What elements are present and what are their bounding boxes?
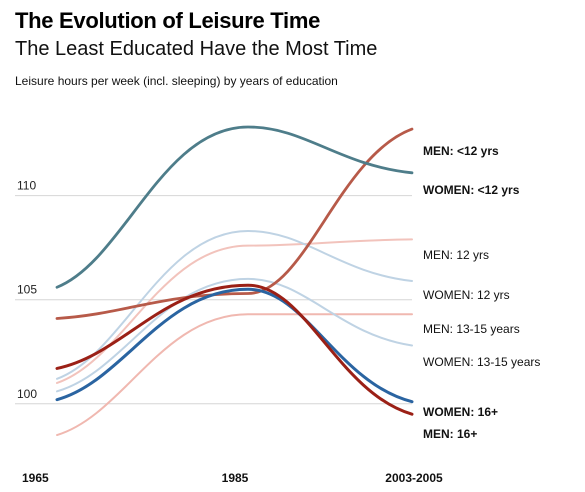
y-axis-ticks: 100 105 110 xyxy=(17,179,37,401)
chart-subtitle: The Least Educated Have the Most Time xyxy=(15,38,378,60)
series-line-men-13-15-years xyxy=(56,313,413,437)
series-labels: MEN: <12 yrs WOMEN: <12 yrs MEN: 12 yrs WOM… xyxy=(423,144,540,441)
series-line-women-13-15-years xyxy=(56,277,413,393)
series-label-women-12-yrs: WOMEN: <12 yrs xyxy=(423,183,520,197)
series-line-women-16 xyxy=(55,287,414,404)
x-axis-ticks: 1965 1985 2003-2005 xyxy=(22,471,443,485)
series-label-men-13-15-years: MEN: 13-15 years xyxy=(423,322,520,336)
series-label-men-16: MEN: 16+ xyxy=(423,427,477,441)
grid-lines xyxy=(15,195,412,405)
x-tick-label: 1965 xyxy=(22,471,49,485)
series-label-women-13-15-years: WOMEN: 13-15 years xyxy=(423,355,540,369)
series-label-men-12-yrs: MEN: <12 yrs xyxy=(423,144,499,158)
series-line-men-12-yrs xyxy=(55,127,414,320)
series-line-men-16 xyxy=(55,283,414,416)
y-tick-label: 110 xyxy=(17,179,36,193)
chart-title: The Evolution of Leisure Time xyxy=(15,8,321,33)
series-label-women-12-yrs: WOMEN: 12 yrs xyxy=(423,288,510,302)
x-tick-label: 1985 xyxy=(222,471,249,485)
series-label-women-16: WOMEN: 16+ xyxy=(423,405,498,419)
series-line-women-12-yrs xyxy=(56,229,413,380)
series-lines xyxy=(55,125,414,437)
chart-caption: Leisure hours per week (incl. sleeping) … xyxy=(15,74,338,88)
y-tick-label: 100 xyxy=(17,387,37,401)
x-tick-label: 2003-2005 xyxy=(385,471,443,485)
series-label-men-12-yrs: MEN: 12 yrs xyxy=(423,248,489,262)
series-line-women-12-yrs xyxy=(55,125,414,289)
y-tick-label: 105 xyxy=(17,283,37,297)
